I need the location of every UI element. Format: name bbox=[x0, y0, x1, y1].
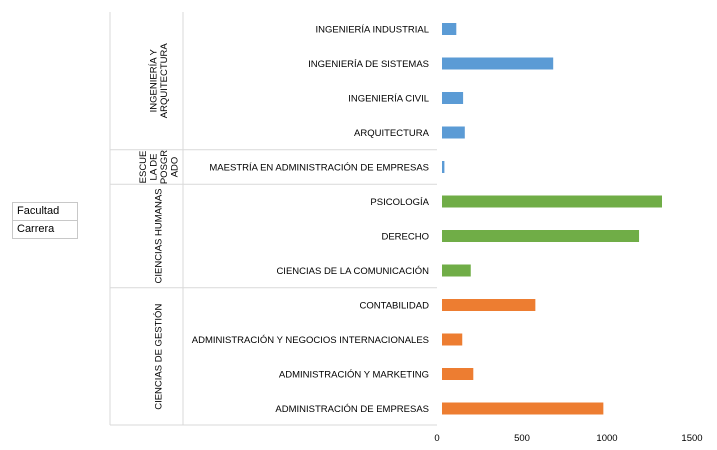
group-label-ciencias-humanas: CIENCIAS HUMANAS bbox=[154, 188, 165, 283]
bar-ingenieria-civil bbox=[442, 92, 464, 104]
category-label-arquitectura: ARQUITECTURA bbox=[354, 128, 430, 139]
bar-psicologia bbox=[442, 195, 662, 208]
field-button-carrera[interactable]: Carrera bbox=[12, 220, 78, 239]
category-label-ingenieria-civil: INGENIERÍA CIVIL bbox=[348, 94, 429, 105]
bars bbox=[442, 23, 662, 415]
category-labels: INGENIERÍA INDUSTRIAL INGENIERÍA DE SISTE… bbox=[192, 25, 430, 416]
bar-ingenieria-de-sistemas bbox=[442, 57, 554, 70]
group-label-ciencias-de-gestion: CIENCIAS DE GESTIÓN bbox=[154, 304, 165, 410]
category-label-administracion-y-negocios-internacionales: ADMINISTRACIÓN Y NEGOCIOS INTERNACIONALE… bbox=[192, 335, 429, 346]
category-label-contabilidad: CONTABILIDAD bbox=[359, 301, 429, 312]
bar-administracion-de-empresas bbox=[442, 402, 604, 415]
x-tick-label-0: 0 bbox=[434, 433, 439, 444]
x-tick-label-1500: 1500 bbox=[681, 433, 702, 444]
category-label-administracion-de-empresas: ADMINISTRACIÓN DE EMPRESAS bbox=[275, 404, 429, 415]
bar-arquitectura bbox=[442, 126, 465, 139]
group-label-escuela-de-posgrado: ESCUELA DEPOSGRADO bbox=[138, 150, 181, 184]
x-axis-ticks: 0 500 1000 1500 bbox=[434, 433, 702, 444]
x-tick-label-1000: 1000 bbox=[596, 433, 617, 444]
bar-administracion-y-marketing bbox=[442, 368, 474, 380]
group-labels: INGENIERÍA YARQUITECTURA ESCUELA DEPOSGRA… bbox=[138, 43, 181, 410]
category-label-ingenieria-industrial: INGENIERÍA INDUSTRIAL bbox=[316, 25, 430, 36]
category-label-ciencias-de-la-comunicacion: CIENCIAS DE LA COMUNICACIÓN bbox=[276, 266, 429, 277]
chart-frame bbox=[109, 12, 437, 426]
bar-maestria-en-administracion-de-empresas bbox=[442, 161, 445, 173]
bar-contabilidad bbox=[442, 299, 536, 311]
category-label-administracion-y-marketing: ADMINISTRACIÓN Y MARKETING bbox=[279, 370, 429, 381]
category-label-maestria-en-administracion-de-empresas: MAESTRÍA EN ADMINISTRACIÓN DE EMPRESAS bbox=[209, 163, 429, 174]
category-label-derecho: DERECHO bbox=[381, 232, 429, 243]
group-label-ingenieria-y-arquitectura: INGENIERÍA YARQUITECTURA bbox=[148, 43, 170, 119]
bar-administracion-y-negocios-internacionales bbox=[442, 333, 463, 346]
category-label-ingenieria-de-sistemas: INGENIERÍA DE SISTEMAS bbox=[308, 59, 429, 70]
x-tick-label-500: 500 bbox=[514, 433, 530, 444]
bar-ingenieria-industrial bbox=[442, 23, 457, 35]
bar-ciencias-de-la-comunicacion bbox=[442, 264, 471, 277]
category-label-psicologia: PSICOLOGÍA bbox=[370, 197, 429, 208]
bar-derecho bbox=[442, 230, 640, 242]
